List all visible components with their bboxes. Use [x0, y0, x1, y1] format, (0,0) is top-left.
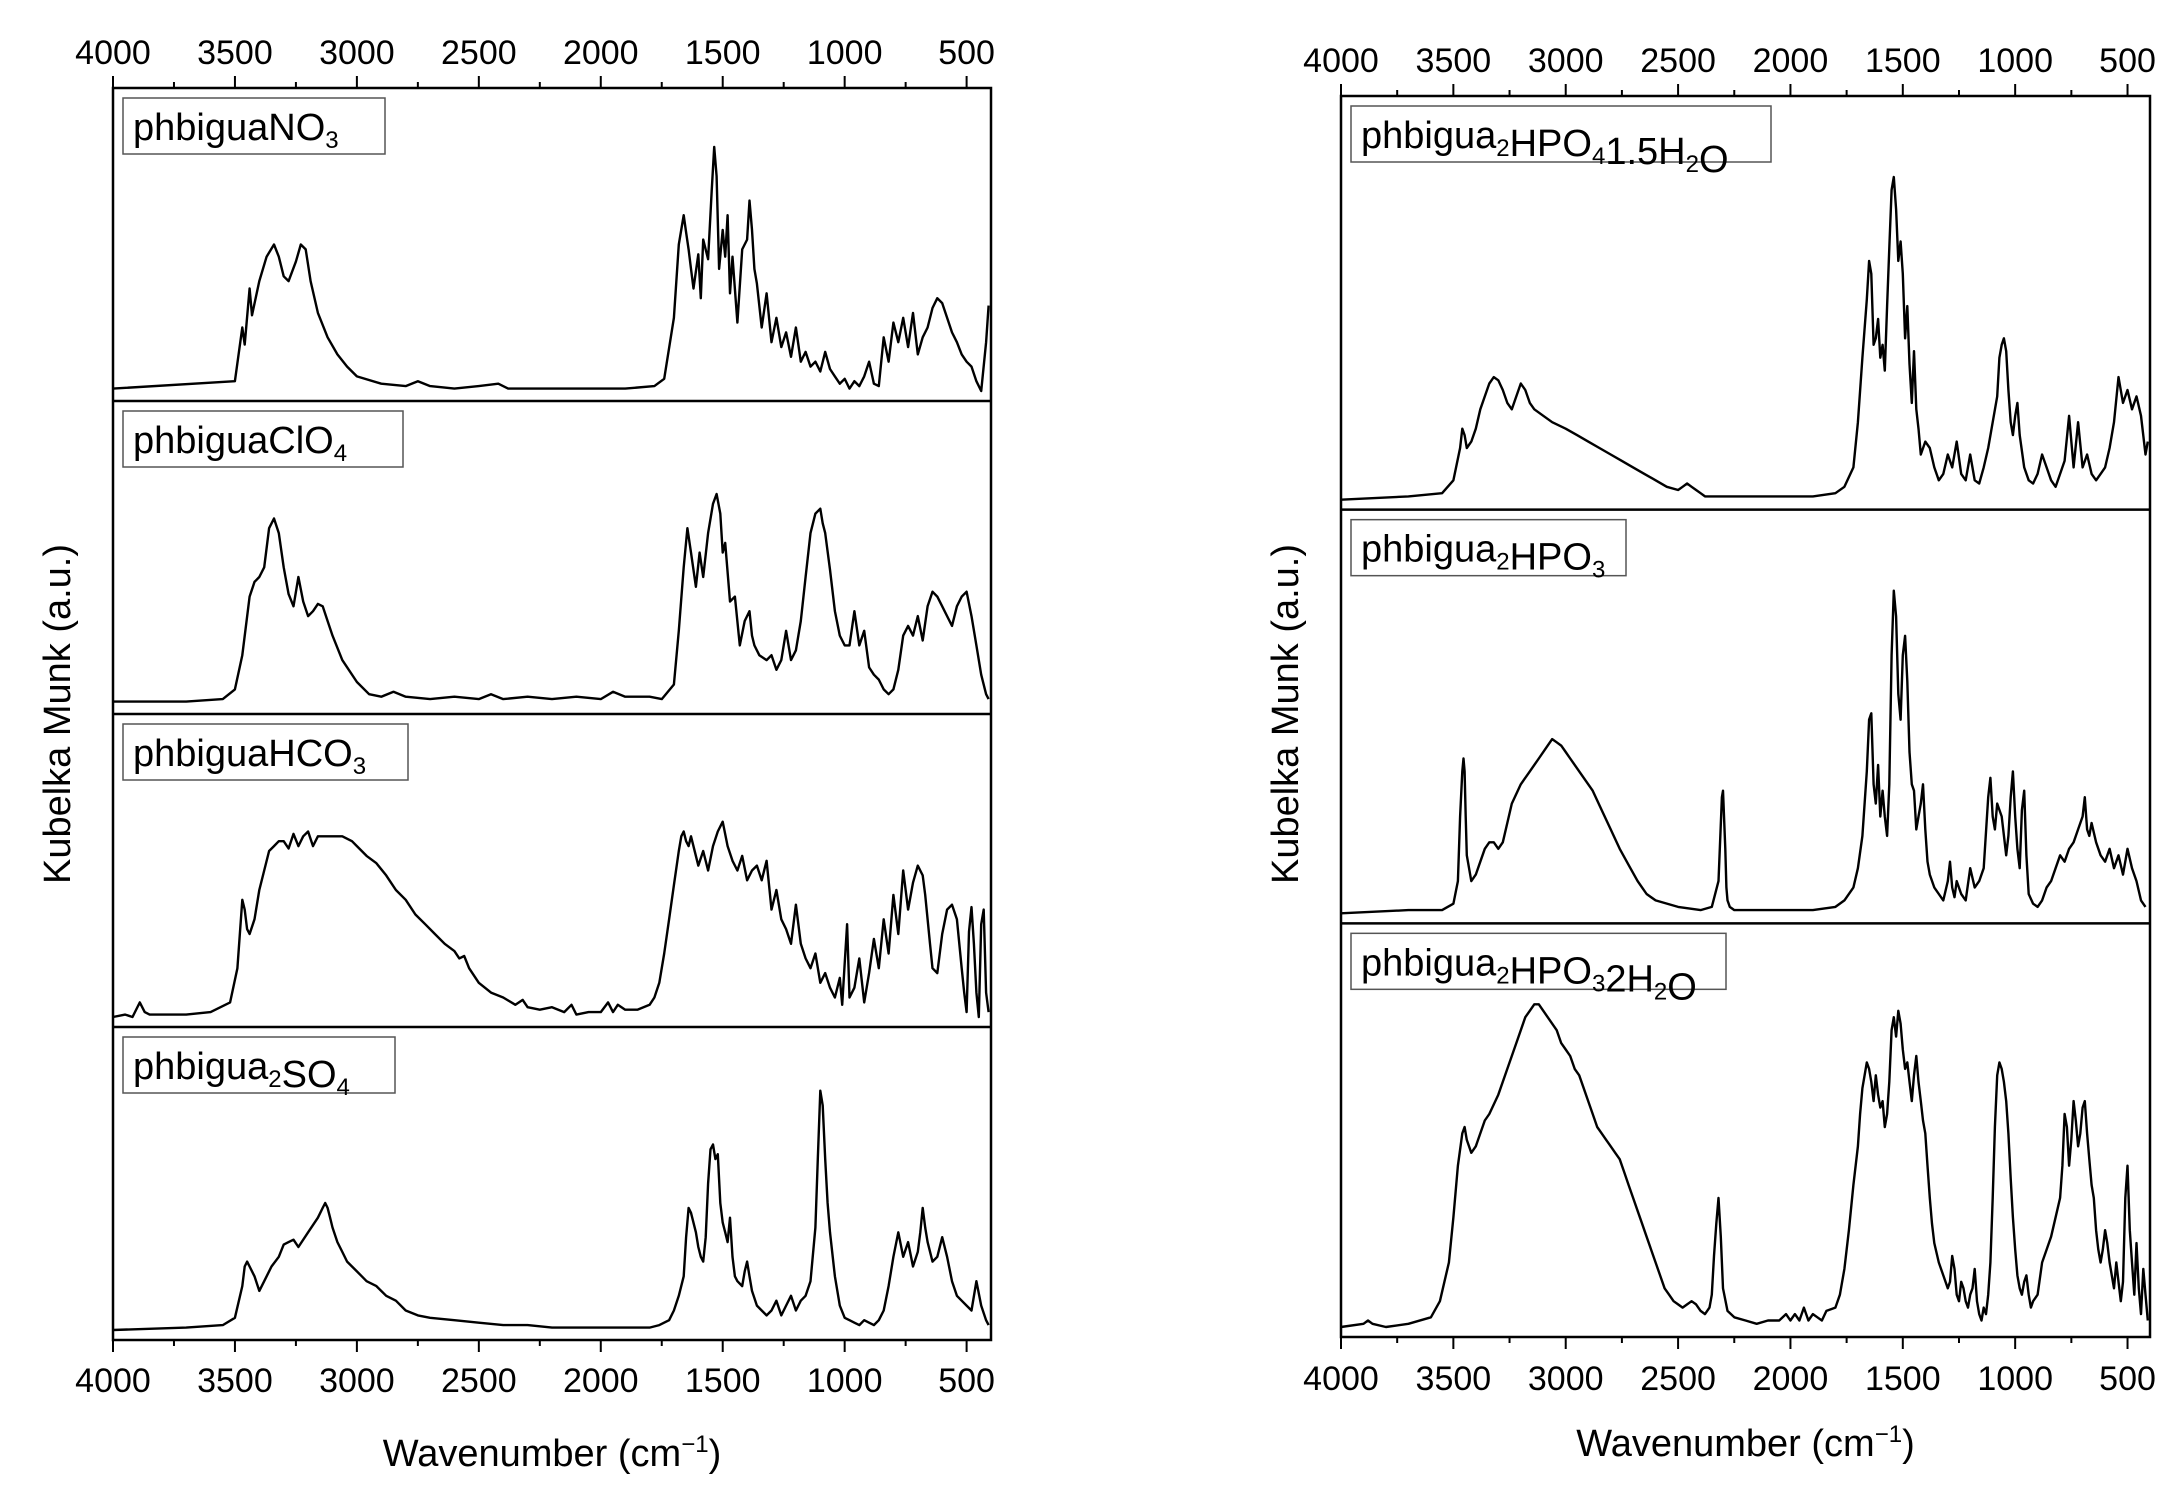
- spectrum-panel: phbigua2HPO41.5H2O: [1340, 105, 2149, 501]
- x-tick-label-top: 2000: [1753, 42, 1829, 80]
- spectrum-panel: phbigua2HPO3: [1340, 508, 2150, 915]
- x-tick-label-bottom: 1500: [685, 1362, 761, 1400]
- x-tick-label-top: 3000: [319, 34, 395, 72]
- x-tick-label-top: 4000: [1303, 42, 1379, 80]
- legend-label: phbigua2SO4: [133, 1046, 350, 1101]
- spectrum-line: [1340, 175, 2149, 501]
- legend-box: [1350, 105, 1772, 163]
- legend-box: [122, 410, 404, 468]
- x-tick-label-bottom: 2500: [1640, 1360, 1716, 1398]
- legend-label: phbiguaClO4: [133, 420, 347, 467]
- x-axis-title: Wavenumber (cm−1): [383, 1431, 721, 1475]
- legend-label: phbigua2HPO41.5H2O: [1361, 115, 1729, 181]
- x-tick-label-top: 1500: [685, 34, 761, 72]
- plot-frame: [1339, 94, 2152, 1339]
- legend-label: phbigua2HPO32H2O: [1361, 942, 1697, 1008]
- legend-box: [1350, 932, 1727, 991]
- left-figure: 4000 4000 3500 3500 3000 3000 2500 2500 2000 2000…: [37, 34, 995, 1475]
- x-axis-title: Wavenumber (cm−1): [1576, 1421, 1914, 1465]
- x-tick-label-top: 3500: [1416, 42, 1492, 80]
- x-tick-label-bottom: 1000: [807, 1362, 883, 1400]
- legend-box: [1350, 518, 1627, 577]
- spectrum-line: [112, 1089, 990, 1332]
- y-axis-title: Kubelka Munk (a.u.): [1265, 544, 1307, 884]
- spectrum-panel: phbiguaHCO3: [112, 712, 991, 1019]
- right-figure: 4000 4000 3500 3500 3000 3000 2500 2500 2000 2000…: [1265, 42, 2156, 1465]
- legend-label: phbiguaHCO3: [133, 733, 366, 780]
- x-tick-label-top: 500: [938, 34, 995, 72]
- x-tick-label-bottom: 4000: [1303, 1360, 1379, 1398]
- spectrum-line: [112, 820, 990, 1019]
- x-tick-label-bottom: 1500: [1865, 1360, 1941, 1398]
- x-tick-label-top: 2500: [1640, 42, 1716, 80]
- spectrum-panel: phbigua2HPO32H2O: [1340, 922, 2150, 1329]
- legend-label: phbiguaNO3: [133, 107, 339, 154]
- legend-box: [122, 97, 386, 155]
- x-tick-label-top: 2500: [441, 34, 517, 72]
- x-tick-label-top: 500: [2099, 42, 2156, 80]
- x-tick-label-top: 2000: [563, 34, 639, 72]
- x-tick-label-top: 4000: [75, 34, 151, 72]
- x-tick-label-top: 3500: [197, 34, 273, 72]
- x-tick-label-bottom: 500: [938, 1362, 995, 1400]
- legend-box: [122, 723, 409, 781]
- x-tick-label-bottom: 3000: [319, 1362, 395, 1400]
- x-tick-label-top: 1000: [807, 34, 883, 72]
- spectrum-line: [112, 145, 990, 393]
- x-tick-label-bottom: 3000: [1528, 1360, 1604, 1398]
- spectrum-panel: phbiguaClO4: [113, 399, 991, 703]
- spectrum-panel: phbigua2SO4: [112, 1025, 991, 1332]
- x-tick-label-bottom: 2000: [563, 1362, 639, 1400]
- spectrum-line: [113, 492, 990, 703]
- spectrum-panel: phbiguaNO3: [112, 97, 990, 393]
- x-tick-label-bottom: 3500: [1416, 1360, 1492, 1398]
- x-tick-label-bottom: 2500: [441, 1362, 517, 1400]
- legend-box: [122, 1036, 396, 1094]
- y-axis-title: Kubelka Munk (a.u.): [37, 544, 79, 884]
- x-tick-label-bottom: 4000: [75, 1362, 151, 1400]
- spectrum-line: [1340, 589, 2147, 915]
- x-tick-label-bottom: 1000: [1977, 1360, 2053, 1398]
- legend-label: phbigua2HPO3: [1361, 529, 1605, 584]
- x-tick-label-top: 1000: [1977, 42, 2053, 80]
- x-tick-label-bottom: 500: [2099, 1360, 2156, 1398]
- x-tick-label-top: 3000: [1528, 42, 1604, 80]
- spectrum-line: [1340, 1003, 2149, 1329]
- x-tick-label-bottom: 2000: [1753, 1360, 1829, 1398]
- x-tick-label-bottom: 3500: [197, 1362, 273, 1400]
- x-tick-label-top: 1500: [1865, 42, 1941, 80]
